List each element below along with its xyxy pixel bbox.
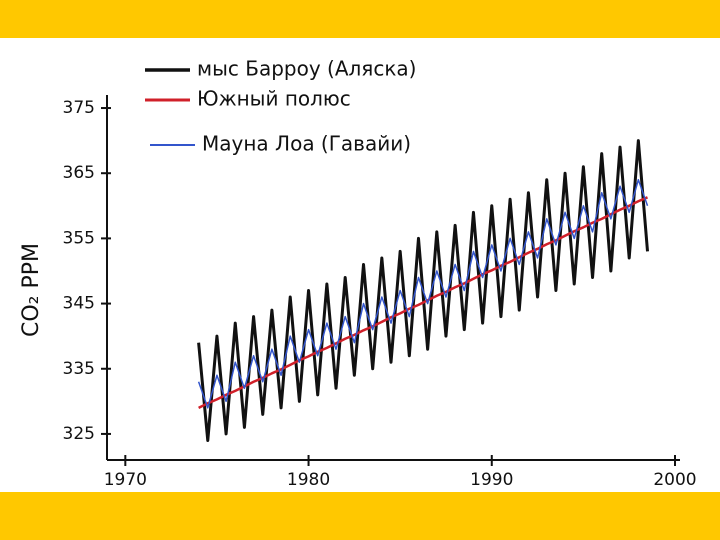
x-tick-label: 1990 <box>470 470 513 490</box>
series-line <box>197 139 650 442</box>
legend-label: мыс Барроу (Аляска) <box>197 57 416 81</box>
y-tick-label: 365 <box>63 163 95 183</box>
x-tick-label: 1970 <box>104 470 147 490</box>
legend-label: Южный полюс <box>197 87 351 111</box>
y-tick-label: 345 <box>63 294 95 314</box>
y-axis-label: CO₂ PPM <box>19 243 44 337</box>
series-line <box>197 178 649 409</box>
y-tick-label: 355 <box>63 228 95 248</box>
top-band <box>0 0 720 38</box>
series-line <box>198 196 649 409</box>
legend-label: Мауна Лоа (Гавайи) <box>202 132 411 156</box>
x-tick-label: 1980 <box>287 470 330 490</box>
bottom-band <box>0 492 720 540</box>
y-tick-label: 375 <box>63 98 95 118</box>
x-tick-label: 2000 <box>653 470 696 490</box>
y-tick-label: 325 <box>63 424 95 444</box>
y-tick-label: 335 <box>63 359 95 379</box>
